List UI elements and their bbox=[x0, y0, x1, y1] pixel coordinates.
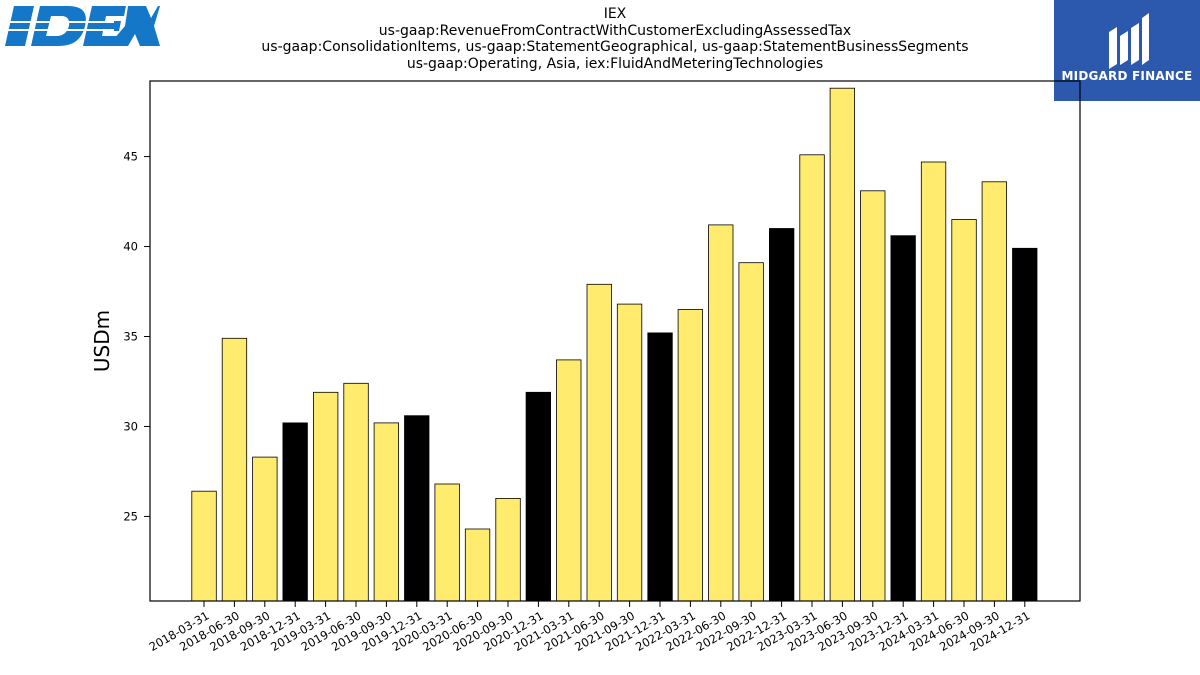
bar-2024-06-30 bbox=[951, 219, 977, 602]
bar-2021-06-30 bbox=[586, 283, 612, 602]
bar-2023-09-30 bbox=[860, 190, 886, 602]
bar-2024-09-30 bbox=[981, 181, 1007, 602]
bar-2023-03-31 bbox=[799, 154, 825, 602]
idex-logo bbox=[4, 6, 160, 46]
bar-2023-06-30 bbox=[829, 87, 855, 602]
bar-2020-06-30 bbox=[464, 528, 491, 602]
bar-2019-12-31 bbox=[404, 415, 430, 602]
title-line-axes: us-gaap:ConsolidationItems, us-gaap:Stat… bbox=[261, 39, 969, 55]
bar-2020-03-31 bbox=[434, 483, 460, 602]
y-axis: 25 30 35 40 45 bbox=[123, 150, 150, 523]
chart-title: IEX us-gaap:RevenueFromContractWithCusto… bbox=[150, 6, 1080, 72]
title-line-company: IEX bbox=[603, 6, 627, 22]
y-tick-label: 25 bbox=[123, 509, 138, 523]
plot-frame bbox=[149, 80, 1081, 602]
bar-2019-06-30 bbox=[343, 382, 369, 602]
bar-2022-12-31 bbox=[769, 228, 795, 602]
midgard-finance-logo: MIDGARD FINANCE bbox=[1054, 0, 1200, 101]
bar-2018-06-30 bbox=[221, 337, 248, 602]
bar-2020-12-31 bbox=[525, 391, 551, 602]
bar-2023-12-31 bbox=[890, 235, 916, 602]
y-tick-label: 45 bbox=[123, 150, 138, 164]
bar-2021-03-31 bbox=[556, 359, 582, 602]
bar-series bbox=[191, 87, 1038, 602]
y-tick-label: 40 bbox=[123, 240, 138, 254]
bar-2021-09-30 bbox=[616, 303, 643, 602]
y-axis-label: USDm bbox=[90, 310, 114, 372]
bar-2024-12-31 bbox=[1012, 247, 1038, 602]
y-tick-label: 35 bbox=[123, 330, 138, 344]
bar-2022-03-31 bbox=[677, 309, 703, 602]
bar-2019-09-30 bbox=[373, 422, 400, 602]
title-line-members: us-gaap:Operating, Asia, iex:FluidAndMet… bbox=[406, 55, 824, 72]
bar-2020-09-30 bbox=[495, 497, 521, 602]
midgard-finance-wordmark: MIDGARD FINANCE bbox=[1061, 69, 1193, 83]
bar-2022-09-30 bbox=[738, 262, 764, 602]
bar-2021-12-31 bbox=[647, 332, 673, 602]
bar-2019-03-31 bbox=[312, 391, 339, 602]
y-tick-label: 30 bbox=[123, 419, 138, 433]
bar-2018-12-31 bbox=[282, 422, 308, 602]
bar-2024-03-31 bbox=[920, 161, 947, 602]
bar-2022-06-30 bbox=[708, 224, 734, 602]
x-axis: 2018-03-312018-06-302018-09-302018-12-31… bbox=[147, 601, 1032, 654]
bar-2018-03-31 bbox=[191, 490, 217, 602]
title-line-concept: us-gaap:RevenueFromContractWithCustomerE… bbox=[378, 22, 852, 39]
midgard-mark-icon bbox=[1109, 13, 1149, 69]
bar-2018-09-30 bbox=[252, 456, 278, 602]
